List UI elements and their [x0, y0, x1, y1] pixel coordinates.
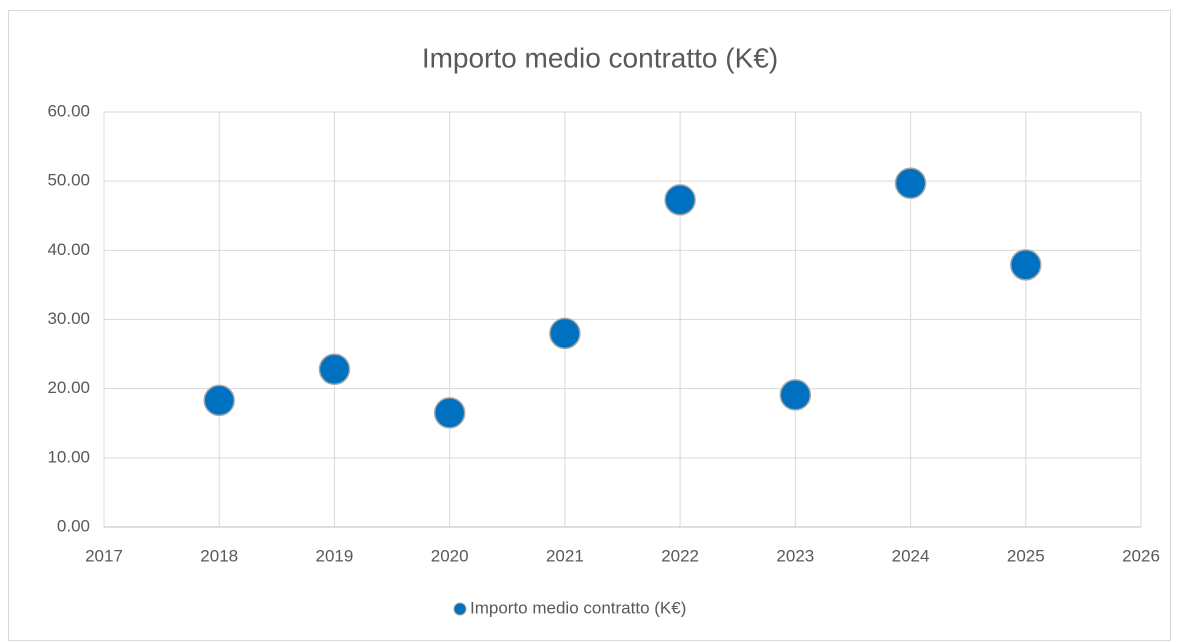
y-tick-label: 30.00 [47, 309, 90, 328]
point [1010, 249, 1042, 281]
x-tick-label: 2023 [776, 546, 814, 565]
x-tick-label: 2026 [1122, 546, 1160, 565]
y-tick-label: 60.00 [47, 101, 90, 120]
point [664, 184, 696, 216]
legend-label: Importo medio contratto (K€) [470, 598, 686, 617]
legend-marker [453, 602, 467, 616]
x-tick-label: 2022 [661, 546, 699, 565]
y-tick-label: 50.00 [47, 171, 90, 190]
y-tick-label: 40.00 [47, 240, 90, 259]
point [318, 353, 351, 386]
point [779, 379, 812, 411]
point [894, 167, 927, 199]
x-tick-label: 2025 [1007, 546, 1045, 565]
y-tick-label: 0.00 [57, 516, 90, 535]
chart-border [8, 10, 1171, 641]
y-tick-label: 20.00 [47, 378, 90, 397]
y-tick-label: 10.00 [47, 447, 90, 466]
x-tick-label: 2024 [892, 546, 930, 565]
x-tick-label: 2018 [200, 546, 238, 565]
point [433, 397, 466, 429]
x-tick-label: 2017 [85, 546, 123, 565]
x-tick-label: 2021 [546, 546, 584, 565]
x-tick-label: 2019 [316, 546, 354, 565]
chart-title: Importo medio contratto (K€) [422, 42, 778, 73]
point [549, 317, 581, 350]
point [203, 384, 235, 417]
x-tick-label: 2020 [431, 546, 469, 565]
